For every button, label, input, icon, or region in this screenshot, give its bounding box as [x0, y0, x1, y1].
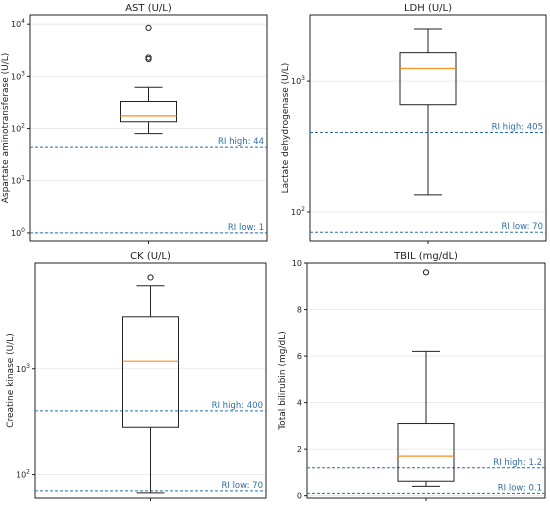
y-tick-label: 102: [291, 206, 305, 217]
reference-line-label: RI high: 1.2: [493, 458, 542, 468]
reference-line-label: RI low: 1: [228, 223, 264, 233]
y-tick-label: 104: [11, 18, 25, 29]
y-axis-label: Creatine kinase (U/L): [6, 333, 16, 428]
y-tick-label: 100: [11, 227, 25, 238]
panel-title: LDH (U/L): [404, 3, 452, 14]
panel-title: AST (U/L): [125, 3, 172, 14]
reference-line-label: RI high: 400: [212, 401, 263, 411]
panel-4: 0 2 4 6 8 10 TBIL (mg/dL) Total bilirubin (mg/d…: [278, 251, 546, 501]
y-tick-label: 2: [297, 445, 302, 454]
panel-2: 102 103 LDH (U/L) Lactate dehydrogenase (U/…: [281, 3, 547, 244]
reference-line-label: RI high: 405: [492, 122, 543, 132]
reference-line-label: RI low: 70: [501, 222, 543, 232]
y-tick-label: 103: [11, 70, 25, 81]
y-tick-label: 0: [297, 492, 302, 501]
reference-line-label: RI low: 70: [221, 481, 263, 491]
iqr-box: [399, 52, 457, 106]
panel-1: 100 101 102 103 104 AST (U/L) Aspartate aminot…: [1, 3, 268, 244]
outlier-point: [145, 54, 152, 61]
y-tick-label: 10: [292, 259, 302, 268]
panel-title: CK (U/L): [130, 251, 171, 262]
outlier-point: [422, 269, 430, 276]
y-tick-label: 6: [297, 352, 302, 361]
y-tick-label: 8: [297, 306, 302, 315]
iqr-box: [122, 316, 179, 428]
y-tick-label: 102: [16, 469, 30, 480]
y-tick-label: 103: [291, 75, 305, 86]
panel-3: 102 103 CK (U/L) Creatine kinase (U/L) RI hi…: [6, 251, 267, 501]
y-axis-label: Lactate dehydrogenase (U/L): [281, 63, 291, 194]
outlier-point: [145, 24, 152, 31]
y-tick-label: 102: [11, 123, 25, 134]
panel-title: TBIL (mg/dL): [393, 251, 458, 262]
y-tick-label: 4: [297, 399, 302, 408]
y-tick-label: 101: [11, 175, 25, 186]
iqr-box: [397, 423, 455, 482]
reference-line-label: RI high: 44: [218, 137, 264, 147]
reference-line-label: RI low: 0.1: [498, 483, 542, 493]
y-tick-label: 103: [16, 363, 30, 374]
y-axis-label: Aspartate aminotransferase (U/L): [1, 53, 11, 204]
iqr-box: [120, 100, 177, 123]
outlier-point: [147, 274, 154, 281]
y-axis-label: Total bilirubin (mg/dL): [278, 331, 288, 431]
